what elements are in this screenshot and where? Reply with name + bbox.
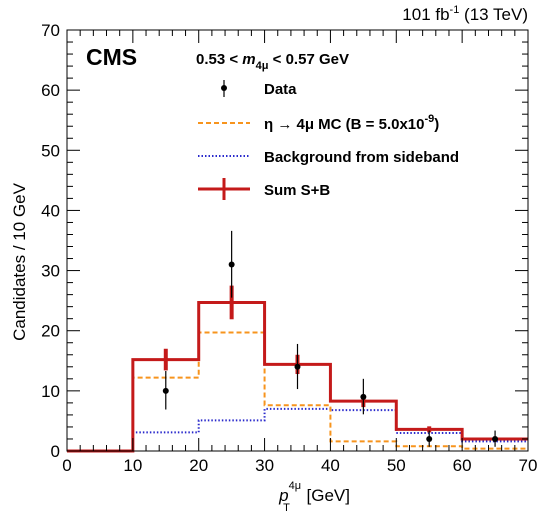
mass-window-label: 0.53 < m4μ < 0.57 GeV — [196, 51, 349, 72]
mass-window-var: m — [242, 51, 255, 68]
experiment-label: CMS — [86, 44, 137, 70]
mass-window-low: 0.53 < — [196, 51, 242, 68]
legend-data-label: Data — [264, 81, 297, 98]
histogram-background — [67, 407, 528, 452]
y-tick-label: 10 — [41, 382, 60, 401]
y-tick-label: 60 — [41, 81, 60, 100]
legend-sum-label: Sum S+B — [264, 182, 330, 199]
lumi-label: 101 fb-1 (13 TeV) — [402, 4, 528, 24]
y-tick-label: 20 — [41, 322, 60, 341]
x-axis-title: p4μ T [GeV] — [278, 480, 350, 514]
data-point — [228, 261, 235, 268]
data-point — [426, 435, 433, 442]
plot-frame — [66, 29, 529, 452]
legend-signal-text: η → 4μ MC (B = 5.0x10 — [264, 116, 424, 133]
axes-layer: 0 10 20 30 40 50 60 70 0 10 20 30 40 50 60 70 — [41, 21, 537, 475]
x-tick-label: 50 — [387, 456, 406, 475]
legend: Data η → 4μ MC (B = 5.0x10-9) Background… — [198, 80, 459, 200]
mass-window-high: < 0.57 GeV — [269, 51, 349, 68]
mass-window-sub: 4μ — [256, 60, 269, 72]
legend-background-label: Background from sideband — [264, 149, 459, 166]
data-point — [294, 363, 301, 370]
legend-entry-data: Data — [221, 80, 297, 98]
legend-entry-background: Background from sideband — [198, 149, 459, 166]
y-tick-label: 50 — [41, 141, 60, 160]
x-axis-title-unit: [GeV] — [302, 486, 350, 505]
legend-signal-label: η → 4μ MC (B = 5.0x10-9) — [264, 113, 439, 133]
lumi-main: 101 fb — [402, 5, 449, 24]
x-tick-label: 60 — [453, 456, 472, 475]
data-point — [360, 393, 367, 400]
lumi-energy: (13 TeV) — [459, 5, 528, 24]
x-tick-label: 40 — [321, 456, 340, 475]
histogram-signal — [67, 331, 528, 452]
x-axis-title-sub: T — [283, 502, 290, 514]
legend-data-marker — [221, 85, 227, 91]
x-tick-label: 30 — [255, 456, 274, 475]
x-axis-title-var: p — [278, 486, 288, 505]
data-points-layer — [162, 230, 499, 447]
legend-entry-sum: Sum S+B — [198, 178, 330, 200]
lumi-exponent: -1 — [450, 4, 460, 16]
x-tick-label: 70 — [519, 456, 538, 475]
legend-signal-close: ) — [434, 116, 439, 133]
data-point — [162, 387, 169, 394]
x-tick-label: 10 — [123, 456, 142, 475]
legend-entry-signal: η → 4μ MC (B = 5.0x10-9) — [198, 113, 439, 133]
y-tick-label: 30 — [41, 262, 60, 281]
x-axis-title-sup: 4μ — [289, 480, 301, 492]
x-tick-label: 20 — [189, 456, 208, 475]
x-tick-label: 0 — [62, 456, 71, 475]
legend-signal-exponent: -9 — [424, 113, 434, 125]
y-tick-label: 0 — [51, 442, 60, 461]
y-axis-title: Candidates / 10 GeV — [10, 182, 29, 340]
data-point — [492, 435, 499, 442]
y-tick-label: 70 — [41, 21, 60, 40]
y-tick-label: 40 — [41, 201, 60, 220]
